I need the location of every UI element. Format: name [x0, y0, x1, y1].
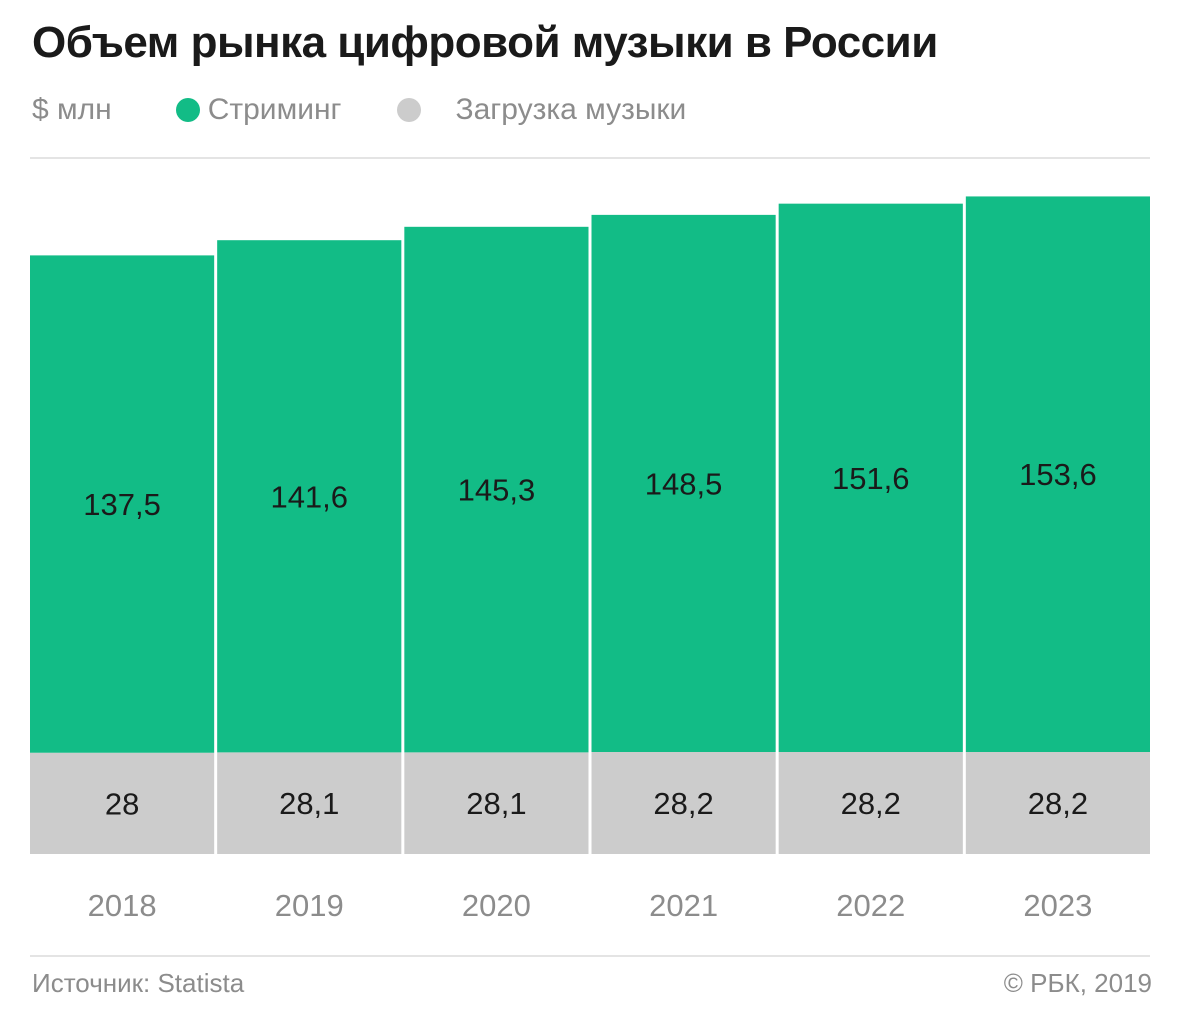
data-label-streaming-2019: 141,6: [270, 479, 348, 514]
legend-label-downloads: Загрузка музыки: [455, 93, 687, 126]
chart-title: Объем рынка цифровой музыки в России: [32, 18, 938, 67]
bottom-divider: [30, 955, 1150, 957]
bar-download-2019: [217, 752, 402, 854]
bar-streaming-2018: [30, 255, 215, 753]
data-label-streaming-2022: 151,6: [832, 461, 910, 496]
copyright: © РБК, 2019: [1003, 968, 1152, 998]
source-note: Источник: Statista: [32, 968, 245, 998]
bar-download-2021: [591, 752, 776, 854]
legend-item-downloads: Загрузка музыки: [397, 93, 686, 127]
data-label-streaming-2023: 153,6: [1019, 457, 1097, 492]
bar-streaming-2019: [217, 240, 402, 753]
bar-streaming-2020: [404, 226, 589, 753]
x-tick-2023: 2023: [1023, 888, 1092, 923]
data-label-download-2020: 28,1: [466, 786, 526, 821]
stacked-bar-chart: 28 137,5 2018 28,1 141,6 2019 28,1 145,3 2020 28,…: [30, 196, 1150, 923]
legend: $ млн Стриминг Загрузка музыки: [32, 88, 742, 132]
data-label-streaming-2018: 137,5: [83, 487, 161, 522]
bar-streaming-2023: [965, 196, 1150, 752]
x-tick-2018: 2018: [88, 888, 157, 923]
bar-download-2018: [30, 752, 215, 854]
x-tick-2020: 2020: [462, 888, 531, 923]
bar-download-2020: [404, 752, 589, 854]
data-label-streaming-2020: 145,3: [458, 473, 536, 508]
bar-download-2022: [778, 752, 963, 854]
data-label-download-2018: 28: [105, 786, 139, 821]
unit-label: $ млн: [32, 93, 112, 126]
legend-dot-downloads: [397, 98, 422, 122]
data-label-download-2022: 28,2: [841, 786, 901, 821]
legend-item-streaming: Стриминг: [175, 93, 342, 127]
data-label-download-2023: 28,2: [1028, 786, 1088, 821]
x-tick-2021: 2021: [649, 888, 718, 923]
x-tick-2022: 2022: [836, 888, 905, 923]
top-divider: [30, 157, 1150, 159]
legend-label-streaming: Стриминг: [207, 93, 342, 126]
data-label-streaming-2021: 148,5: [645, 466, 723, 501]
bar-download-2023: [965, 752, 1150, 854]
data-label-download-2021: 28,2: [653, 786, 713, 821]
bar-streaming-2021: [591, 214, 776, 752]
data-label-download-2019: 28,1: [279, 786, 339, 821]
x-tick-2019: 2019: [275, 888, 344, 923]
bar-streaming-2022: [778, 203, 963, 752]
legend-dot-streaming: [175, 98, 200, 122]
